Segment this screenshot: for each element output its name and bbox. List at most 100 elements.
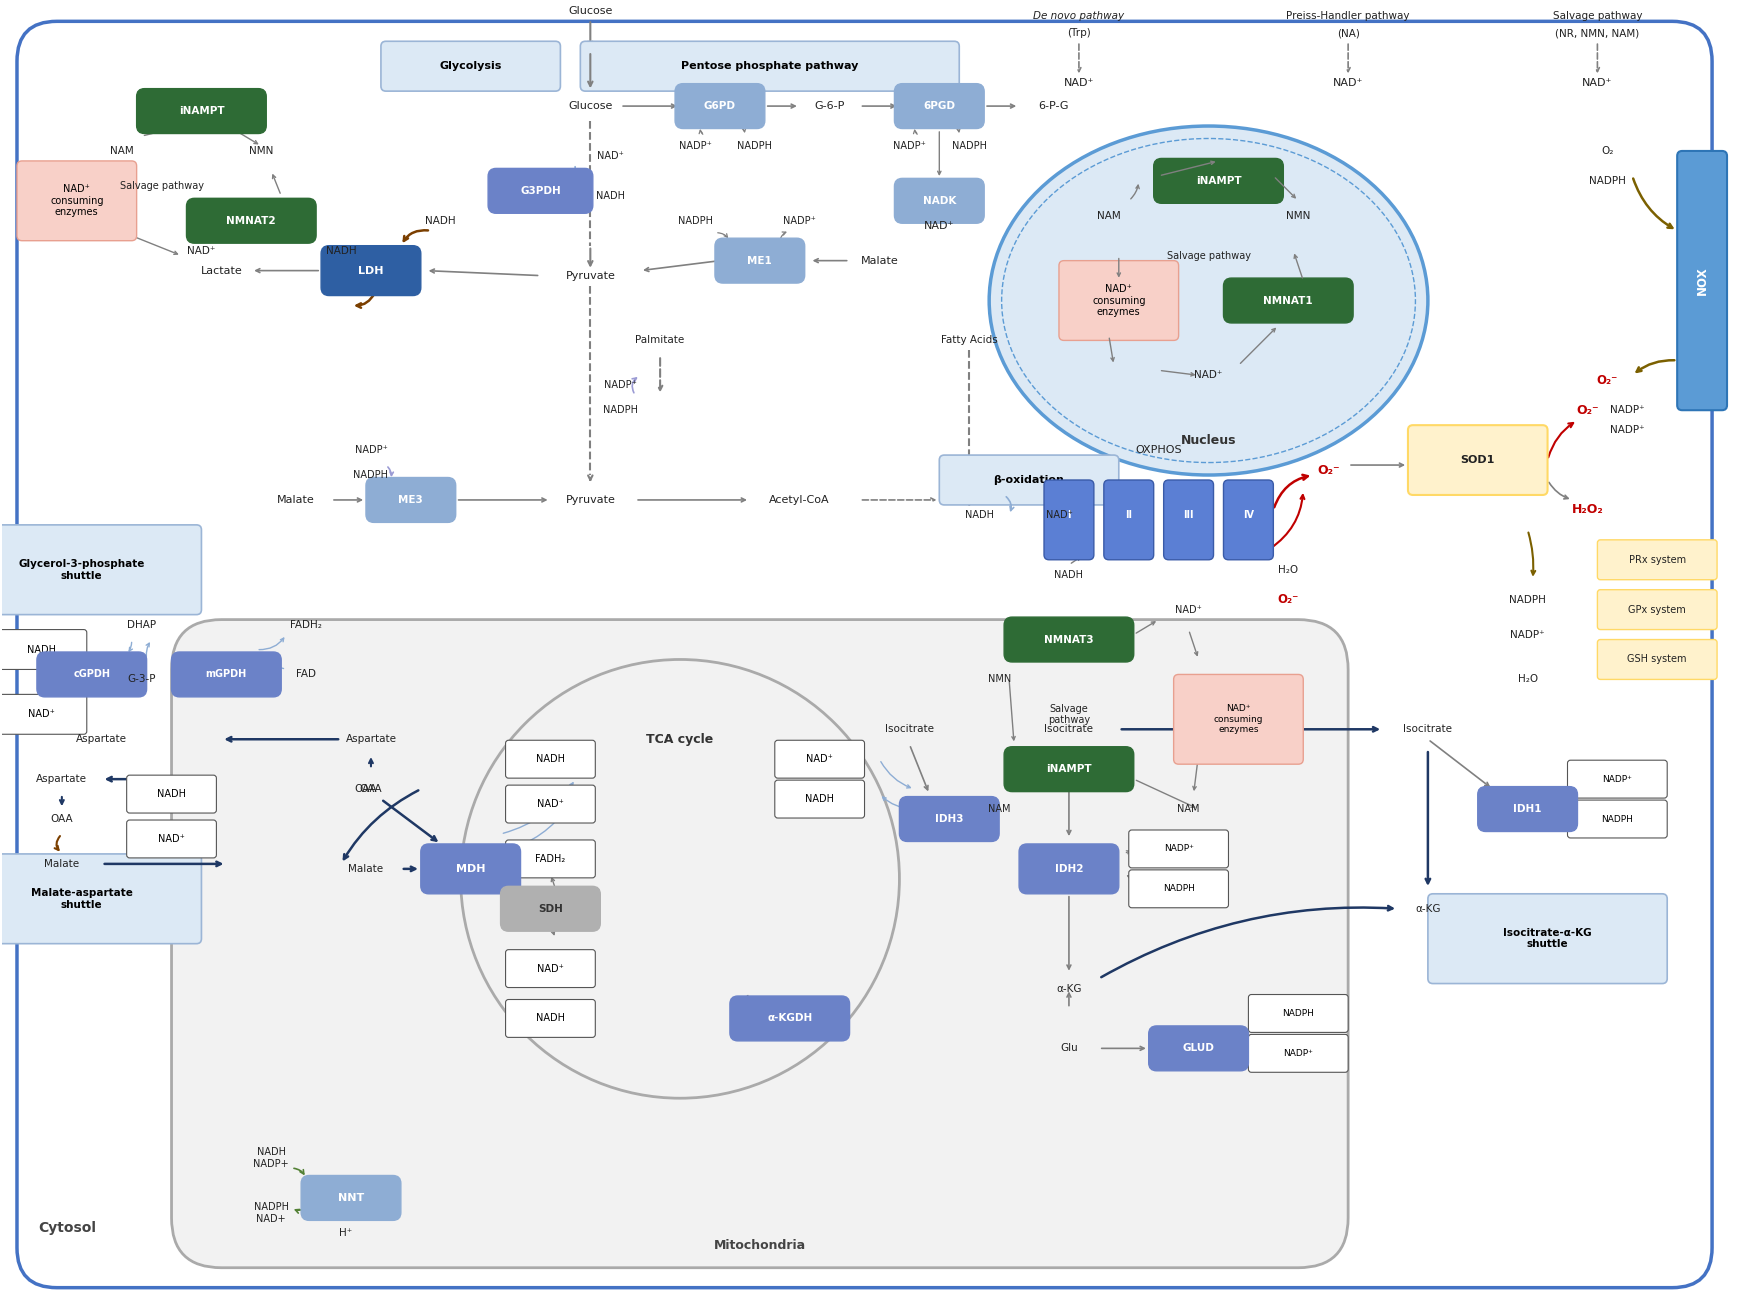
Text: mGPDH: mGPDH bbox=[206, 669, 246, 679]
Text: Preiss-Handler pathway: Preiss-Handler pathway bbox=[1285, 12, 1409, 21]
Text: Pyruvate: Pyruvate bbox=[565, 495, 615, 505]
Text: (NR, NMN, NAM): (NR, NMN, NAM) bbox=[1554, 29, 1638, 38]
FancyBboxPatch shape bbox=[505, 785, 594, 823]
Text: III: III bbox=[1183, 511, 1194, 520]
Text: Glu: Glu bbox=[1059, 1043, 1077, 1054]
Text: Salvage pathway: Salvage pathway bbox=[1552, 12, 1641, 21]
Text: Glucose: Glucose bbox=[568, 7, 612, 16]
Text: Palmitate: Palmitate bbox=[635, 335, 685, 346]
FancyBboxPatch shape bbox=[500, 886, 600, 931]
Text: FADH₂: FADH₂ bbox=[290, 619, 322, 630]
Text: NADPH: NADPH bbox=[676, 216, 711, 225]
Text: NAD⁺
consuming
enzymes: NAD⁺ consuming enzymes bbox=[1091, 284, 1145, 317]
Text: NADP⁺: NADP⁺ bbox=[1283, 1049, 1313, 1058]
Text: I: I bbox=[1066, 511, 1070, 520]
Text: MDH: MDH bbox=[456, 864, 486, 874]
Text: NAD⁺: NAD⁺ bbox=[1194, 370, 1222, 381]
Text: NADP⁺: NADP⁺ bbox=[603, 381, 636, 390]
FancyBboxPatch shape bbox=[1224, 480, 1273, 560]
FancyBboxPatch shape bbox=[675, 84, 764, 128]
Text: NMNAT2: NMNAT2 bbox=[225, 216, 276, 225]
FancyBboxPatch shape bbox=[0, 694, 87, 734]
Text: II: II bbox=[1124, 511, 1131, 520]
Text: NADPH: NADPH bbox=[1162, 885, 1194, 893]
Text: iNAMPT: iNAMPT bbox=[1045, 764, 1091, 774]
Text: IDH2: IDH2 bbox=[1054, 864, 1082, 874]
Text: NAD⁺: NAD⁺ bbox=[596, 151, 624, 161]
Text: OAA: OAA bbox=[51, 814, 73, 825]
Text: NAM: NAM bbox=[988, 804, 1010, 814]
Text: NADPH: NADPH bbox=[738, 141, 773, 151]
FancyBboxPatch shape bbox=[1407, 425, 1547, 495]
Text: TCA cycle: TCA cycle bbox=[647, 733, 713, 746]
Text: OXPHOS: OXPHOS bbox=[1134, 445, 1182, 456]
Text: NADP⁺: NADP⁺ bbox=[783, 216, 816, 225]
FancyBboxPatch shape bbox=[1044, 480, 1092, 560]
Text: GPx system: GPx system bbox=[1627, 605, 1685, 615]
Text: NADH: NADH bbox=[28, 644, 56, 654]
FancyBboxPatch shape bbox=[1676, 151, 1725, 410]
Text: α-KG: α-KG bbox=[1414, 903, 1440, 914]
Text: NADH: NADH bbox=[596, 191, 624, 200]
FancyBboxPatch shape bbox=[1003, 746, 1133, 792]
Text: (Trp): (Trp) bbox=[1066, 29, 1091, 38]
Text: Malate: Malate bbox=[860, 255, 898, 266]
Text: FAD: FAD bbox=[540, 903, 559, 914]
FancyBboxPatch shape bbox=[17, 161, 136, 241]
Text: NADP⁺: NADP⁺ bbox=[678, 141, 711, 151]
Text: Mitochondria: Mitochondria bbox=[713, 1240, 806, 1253]
FancyBboxPatch shape bbox=[1426, 894, 1666, 983]
Text: G3PDH: G3PDH bbox=[519, 186, 561, 196]
FancyBboxPatch shape bbox=[136, 89, 266, 134]
Text: NADK: NADK bbox=[923, 196, 956, 206]
Text: H₂O: H₂O bbox=[1278, 564, 1297, 575]
Text: NAD⁺
consuming
enzymes: NAD⁺ consuming enzymes bbox=[1213, 704, 1262, 734]
Text: Aspartate: Aspartate bbox=[77, 734, 128, 745]
Text: NAD⁺
consuming
enzymes: NAD⁺ consuming enzymes bbox=[51, 185, 103, 217]
Text: O₂: O₂ bbox=[1599, 147, 1613, 156]
FancyBboxPatch shape bbox=[1162, 480, 1213, 560]
Text: NADH: NADH bbox=[1054, 569, 1082, 580]
Text: NAD⁺: NAD⁺ bbox=[28, 709, 56, 720]
Text: β-oxidation: β-oxidation bbox=[993, 475, 1065, 486]
Text: NNT: NNT bbox=[337, 1192, 364, 1203]
FancyBboxPatch shape bbox=[1058, 260, 1178, 340]
Text: NAD⁺: NAD⁺ bbox=[1332, 79, 1362, 88]
FancyBboxPatch shape bbox=[322, 246, 421, 296]
Text: G6PD: G6PD bbox=[703, 101, 736, 111]
FancyBboxPatch shape bbox=[580, 42, 958, 92]
Text: α-KGDH: α-KGDH bbox=[767, 1013, 811, 1024]
Text: NAD⁺: NAD⁺ bbox=[1582, 79, 1612, 88]
Text: Salvage pathway: Salvage pathway bbox=[1166, 250, 1250, 260]
Text: Isocitrate: Isocitrate bbox=[1044, 724, 1092, 734]
Text: OAA: OAA bbox=[355, 784, 378, 795]
Text: NAD⁺: NAD⁺ bbox=[537, 963, 563, 974]
Text: NMN: NMN bbox=[248, 147, 273, 156]
FancyBboxPatch shape bbox=[126, 775, 217, 813]
FancyBboxPatch shape bbox=[774, 780, 864, 818]
Text: IDH3: IDH3 bbox=[935, 814, 963, 825]
FancyBboxPatch shape bbox=[1248, 1034, 1348, 1072]
Text: Malate: Malate bbox=[44, 859, 79, 869]
Text: NADP⁺: NADP⁺ bbox=[1510, 630, 1543, 640]
Text: NAD⁺: NAD⁺ bbox=[1045, 511, 1072, 520]
Text: 6PGD: 6PGD bbox=[923, 101, 954, 111]
Text: GLUD: GLUD bbox=[1182, 1043, 1213, 1054]
Text: NAD⁺: NAD⁺ bbox=[537, 798, 563, 809]
Text: NADH: NADH bbox=[425, 216, 456, 225]
FancyBboxPatch shape bbox=[893, 84, 984, 128]
Text: Salvage
pathway: Salvage pathway bbox=[1047, 703, 1089, 725]
FancyBboxPatch shape bbox=[774, 741, 864, 778]
Text: OAA: OAA bbox=[360, 784, 383, 795]
FancyBboxPatch shape bbox=[1103, 480, 1154, 560]
FancyBboxPatch shape bbox=[381, 42, 559, 92]
Text: NADP⁺: NADP⁺ bbox=[1162, 844, 1192, 853]
FancyBboxPatch shape bbox=[715, 238, 804, 283]
FancyBboxPatch shape bbox=[1596, 640, 1717, 679]
FancyBboxPatch shape bbox=[488, 169, 593, 213]
Text: NMNAT3: NMNAT3 bbox=[1044, 635, 1092, 644]
FancyBboxPatch shape bbox=[171, 619, 1348, 1267]
Text: FADH₂: FADH₂ bbox=[535, 853, 565, 864]
Text: O₂⁻: O₂⁻ bbox=[1596, 374, 1617, 386]
Text: DHAP: DHAP bbox=[128, 619, 156, 630]
